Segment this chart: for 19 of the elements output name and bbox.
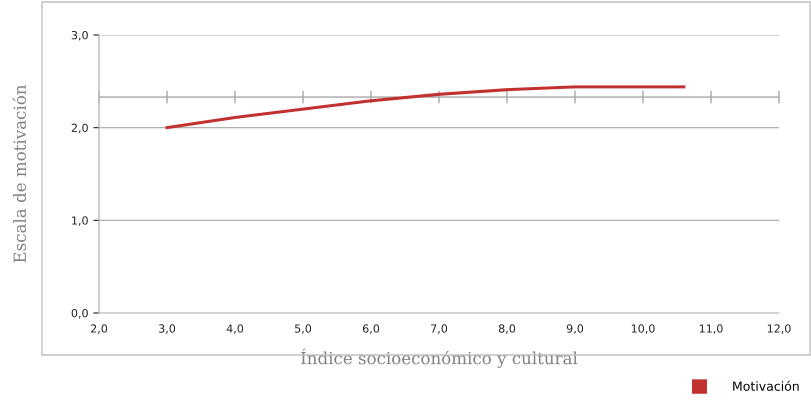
x-tick-label: 11,0: [700, 324, 723, 334]
x-tick-label: 7,0: [431, 324, 448, 334]
y-tick-label: 3,0: [72, 30, 88, 41]
x-tick-label: 2,0: [90, 324, 108, 334]
y-tick-label: 2,0: [72, 124, 88, 134]
x-tick-label: 12,0: [768, 324, 791, 334]
x-tick-label: 3,0: [159, 324, 176, 334]
line-series: [165, 85, 686, 130]
x-tick-label: 10,0: [632, 324, 655, 334]
x-axis-title: Índice socioeconómico y cultural: [301, 348, 578, 368]
legend-label: Motivación: [733, 380, 799, 391]
x-tick-label: 6,0: [362, 324, 380, 334]
x-tick-label: 4,0: [226, 324, 244, 334]
x-tick-label: 8,0: [498, 324, 516, 334]
x-tick-label: 5,0: [295, 324, 312, 334]
y-tick-label: 1,0: [72, 216, 88, 226]
y-axis-title: Escala de motivación: [12, 84, 26, 263]
x-tick-label: 9,0: [566, 324, 584, 334]
y-tick-label: 0,0: [72, 308, 88, 319]
